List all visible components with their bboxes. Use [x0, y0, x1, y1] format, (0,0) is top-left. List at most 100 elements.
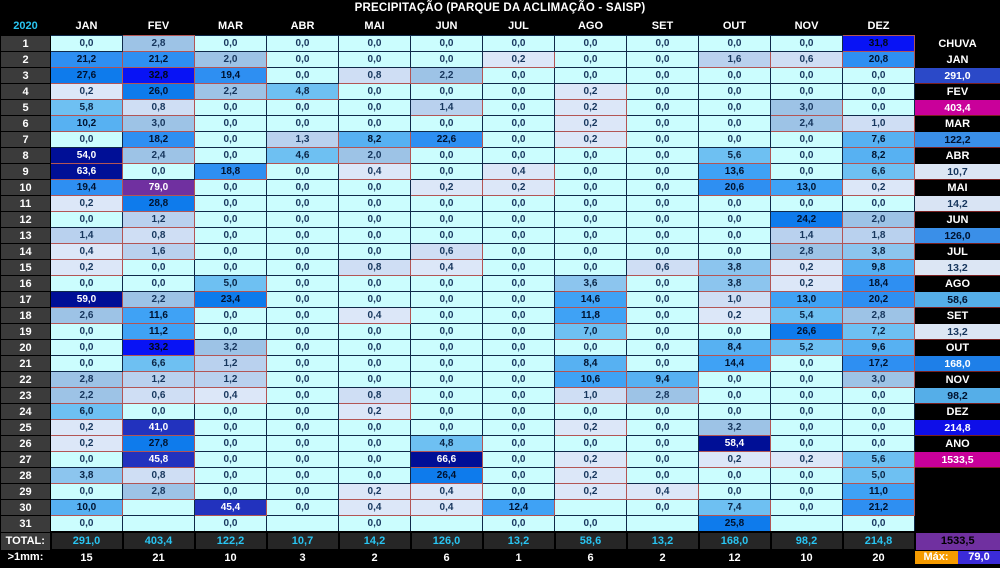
- cell-dez-27[interactable]: 5,6: [842, 451, 915, 468]
- cell-dez-19[interactable]: 7,2: [842, 323, 915, 340]
- cell-ago-31[interactable]: 0,0: [554, 515, 627, 533]
- cell-jan-18[interactable]: 2,6: [50, 307, 123, 324]
- cell-fev-18[interactable]: 11,6: [122, 307, 195, 324]
- cell-mar-19[interactable]: 0,0: [194, 323, 267, 340]
- cell-ago-15[interactable]: 0,0: [554, 259, 627, 276]
- cell-mai-5[interactable]: 0,0: [338, 99, 411, 116]
- cell-mar-1[interactable]: 0,0: [194, 35, 267, 52]
- cell-mai-23[interactable]: 0,8: [338, 387, 411, 404]
- cell-fev-24[interactable]: 0,0: [122, 403, 195, 420]
- cell-set-3[interactable]: 0,0: [626, 67, 699, 84]
- cell-jan-10[interactable]: 19,4: [50, 179, 123, 196]
- cell-fev-9[interactable]: 0,0: [122, 163, 195, 180]
- cell-mai-7[interactable]: 8,2: [338, 131, 411, 148]
- cell-mar-30[interactable]: 45,4: [194, 499, 267, 516]
- cell-set-7[interactable]: 0,0: [626, 131, 699, 148]
- cell-dez-25[interactable]: 0,0: [842, 419, 915, 436]
- cell-abr-28[interactable]: 0,0: [266, 467, 339, 484]
- cell-nov-28[interactable]: 0,0: [770, 467, 843, 484]
- cell-mai-18[interactable]: 0,4: [338, 307, 411, 324]
- cell-fev-23[interactable]: 0,6: [122, 387, 195, 404]
- cell-mar-31[interactable]: 0,0: [194, 515, 267, 533]
- cell-out-25[interactable]: 3,2: [698, 419, 771, 436]
- cell-mai-15[interactable]: 0,8: [338, 259, 411, 276]
- cell-dez-9[interactable]: 6,6: [842, 163, 915, 180]
- cell-out-2[interactable]: 1,6: [698, 51, 771, 68]
- cell-mar-17[interactable]: 23,4: [194, 291, 267, 308]
- cell-jan-3[interactable]: 27,6: [50, 67, 123, 84]
- cell-dez-3[interactable]: 0,0: [842, 67, 915, 84]
- cell-mar-26[interactable]: 0,0: [194, 435, 267, 452]
- cell-mar-4[interactable]: 2,2: [194, 83, 267, 100]
- cell-fev-30[interactable]: [122, 499, 195, 516]
- cell-jun-20[interactable]: 0,0: [410, 339, 483, 356]
- sidebar-total-ano[interactable]: 1533,5: [914, 451, 1000, 468]
- cell-out-18[interactable]: 0,2: [698, 307, 771, 324]
- cell-jul-5[interactable]: 0,0: [482, 99, 555, 116]
- cell-nov-4[interactable]: 0,0: [770, 83, 843, 100]
- cell-nov-5[interactable]: 3,0: [770, 99, 843, 116]
- cell-jul-12[interactable]: 0,0: [482, 211, 555, 228]
- cell-out-19[interactable]: 0,0: [698, 323, 771, 340]
- cell-fev-28[interactable]: 0,8: [122, 467, 195, 484]
- cell-mai-25[interactable]: 0,0: [338, 419, 411, 436]
- cell-jul-8[interactable]: 0,0: [482, 147, 555, 164]
- cell-mar-15[interactable]: 0,0: [194, 259, 267, 276]
- total-jul[interactable]: 13,2: [481, 531, 556, 551]
- cell-jan-12[interactable]: 0,0: [50, 211, 123, 228]
- cell-dez-17[interactable]: 20,2: [842, 291, 915, 308]
- cell-jan-25[interactable]: 0,2: [50, 419, 123, 436]
- cell-mar-14[interactable]: 0,0: [194, 243, 267, 260]
- cell-dez-18[interactable]: 2,8: [842, 307, 915, 324]
- cell-set-19[interactable]: 0,0: [626, 323, 699, 340]
- cell-jan-27[interactable]: 0,0: [50, 451, 123, 468]
- cell-nov-6[interactable]: 2,4: [770, 115, 843, 132]
- cell-mai-28[interactable]: 0,0: [338, 467, 411, 484]
- cell-mar-20[interactable]: 3,2: [194, 339, 267, 356]
- cell-fev-3[interactable]: 32,8: [122, 67, 195, 84]
- cell-jun-10[interactable]: 0,2: [410, 179, 483, 196]
- cell-jun-24[interactable]: 0,0: [410, 403, 483, 420]
- cell-mar-5[interactable]: 0,0: [194, 99, 267, 116]
- cell-ago-25[interactable]: 0,2: [554, 419, 627, 436]
- cell-fev-1[interactable]: 2,8: [122, 35, 195, 52]
- cell-nov-13[interactable]: 1,4: [770, 227, 843, 244]
- cell-dez-23[interactable]: 0,0: [842, 387, 915, 404]
- cell-jul-15[interactable]: 0,0: [482, 259, 555, 276]
- cell-mar-28[interactable]: 0,0: [194, 467, 267, 484]
- cell-jul-1[interactable]: 0,0: [482, 35, 555, 52]
- cell-dez-1[interactable]: 31,8: [842, 35, 915, 52]
- cell-nov-25[interactable]: 0,0: [770, 419, 843, 436]
- gt1mm-jun[interactable]: 6: [410, 550, 483, 564]
- cell-out-3[interactable]: 0,0: [698, 67, 771, 84]
- cell-set-6[interactable]: 0,0: [626, 115, 699, 132]
- cell-dez-16[interactable]: 18,4: [842, 275, 915, 292]
- cell-abr-15[interactable]: 0,0: [266, 259, 339, 276]
- cell-jun-17[interactable]: 0,0: [410, 291, 483, 308]
- cell-jul-27[interactable]: 0,0: [482, 451, 555, 468]
- sidebar-total-abr[interactable]: 10,7: [914, 163, 1000, 180]
- cell-jul-16[interactable]: 0,0: [482, 275, 555, 292]
- cell-jun-31[interactable]: [410, 515, 483, 533]
- cell-dez-8[interactable]: 8,2: [842, 147, 915, 164]
- cell-jun-18[interactable]: 0,0: [410, 307, 483, 324]
- cell-abr-3[interactable]: 0,0: [266, 67, 339, 84]
- cell-abr-20[interactable]: 0,0: [266, 339, 339, 356]
- cell-jan-15[interactable]: 0,2: [50, 259, 123, 276]
- cell-jun-25[interactable]: 0,0: [410, 419, 483, 436]
- cell-jun-15[interactable]: 0,4: [410, 259, 483, 276]
- gt1mm-mai[interactable]: 2: [338, 550, 411, 564]
- cell-jul-18[interactable]: 0,0: [482, 307, 555, 324]
- cell-abr-21[interactable]: 0,0: [266, 355, 339, 372]
- cell-out-17[interactable]: 1,0: [698, 291, 771, 308]
- cell-jun-16[interactable]: 0,0: [410, 275, 483, 292]
- cell-out-6[interactable]: 0,0: [698, 115, 771, 132]
- cell-fev-12[interactable]: 1,2: [122, 211, 195, 228]
- cell-mar-12[interactable]: 0,0: [194, 211, 267, 228]
- cell-fev-6[interactable]: 3,0: [122, 115, 195, 132]
- cell-out-9[interactable]: 13,6: [698, 163, 771, 180]
- cell-jun-21[interactable]: 0,0: [410, 355, 483, 372]
- gt1mm-fev[interactable]: 21: [122, 550, 195, 564]
- cell-dez-22[interactable]: 3,0: [842, 371, 915, 388]
- cell-abr-26[interactable]: 0,0: [266, 435, 339, 452]
